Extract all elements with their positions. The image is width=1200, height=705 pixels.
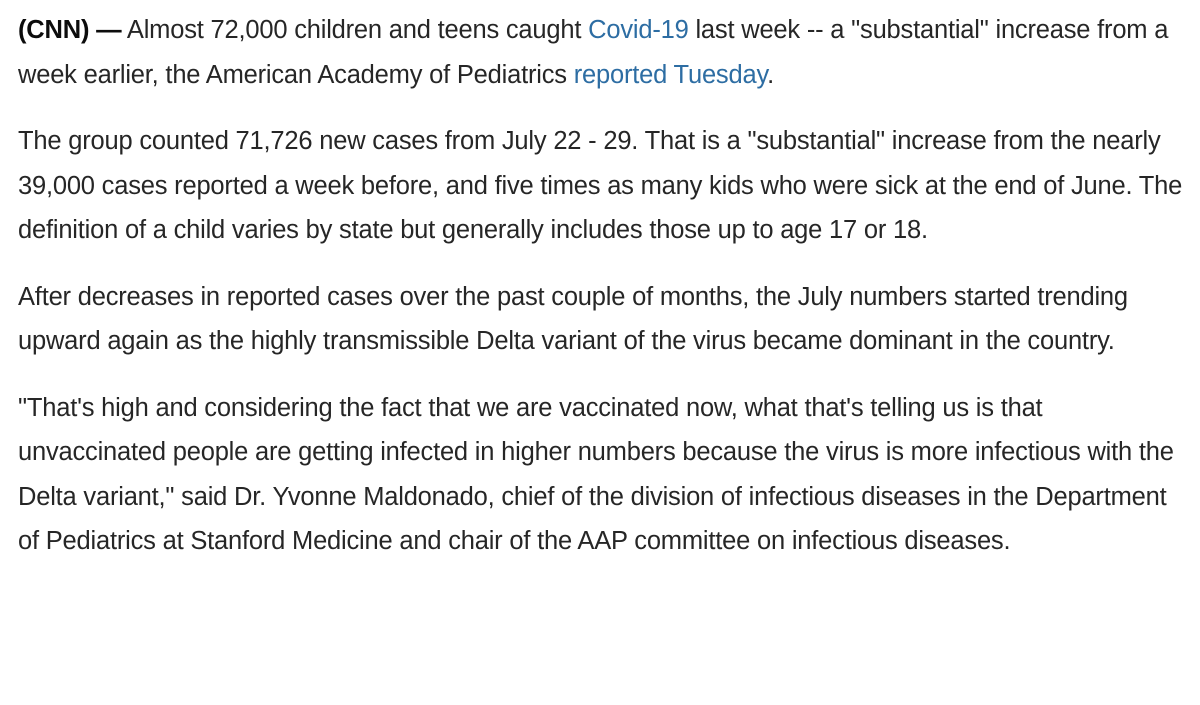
reported-tuesday-link[interactable]: reported Tuesday bbox=[573, 60, 768, 89]
lead-text-3: . bbox=[767, 60, 774, 89]
paragraph-delta-trend: After decreases in reported cases over t… bbox=[18, 282, 1128, 356]
dateline: (CNN) — bbox=[18, 16, 122, 44]
paragraph-quote: "That's high and considering the fact th… bbox=[18, 393, 1174, 556]
lead-text-2: last week -- a "substantial" increase fr… bbox=[18, 16, 1169, 89]
lead-text-1: Almost 72,000 children and teens caught bbox=[121, 16, 589, 44]
paragraph-lead: (CNN) — Almost 72,000 children and teens… bbox=[18, 8, 1186, 97]
paragraph-case-counts: The group counted 71,726 new cases from … bbox=[18, 127, 1183, 244]
covid-19-link[interactable]: Covid-19 bbox=[588, 16, 689, 44]
